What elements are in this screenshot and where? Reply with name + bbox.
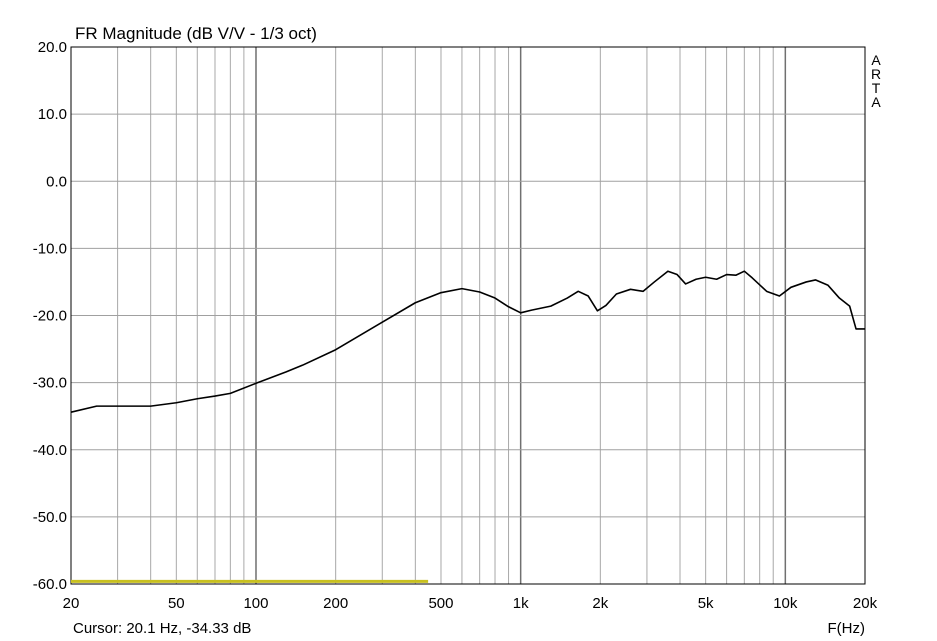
y-tick-label: -30.0	[33, 375, 67, 392]
x-tick-label: 10k	[773, 595, 798, 612]
y-tick-label: 10.0	[38, 106, 67, 123]
plot-frame	[70, 46, 866, 585]
x-tick-label: 5k	[698, 595, 714, 612]
y-tick-label: -60.0	[33, 576, 67, 593]
y-tick-label: -20.0	[33, 308, 67, 325]
x-tick-label: 20	[63, 595, 80, 612]
x-tick-label: 2k	[592, 595, 608, 612]
x-tick-label: 50	[168, 595, 185, 612]
x-tick-label: 1k	[513, 595, 529, 612]
y-tick-label: 20.0	[38, 39, 67, 56]
y-tick-label: 0.0	[46, 173, 67, 190]
cursor-readout: Cursor: 20.1 Hz, -34.33 dB	[73, 620, 251, 637]
x-axis-label: F(Hz)	[828, 620, 866, 637]
y-tick-label: -40.0	[33, 442, 67, 459]
x-tick-label: 20k	[853, 595, 878, 612]
watermark: ARTA	[868, 52, 884, 108]
x-tick-label: 100	[243, 595, 268, 612]
series-line	[70, 270, 865, 413]
y-tick-label: -10.0	[33, 240, 67, 257]
chart-title: FR Magnitude (dB V/V - 1/3 oct)	[75, 24, 317, 43]
x-tick-label: 200	[323, 595, 348, 612]
y-tick-label: -50.0	[33, 509, 67, 526]
x-tick-label: 500	[428, 595, 453, 612]
